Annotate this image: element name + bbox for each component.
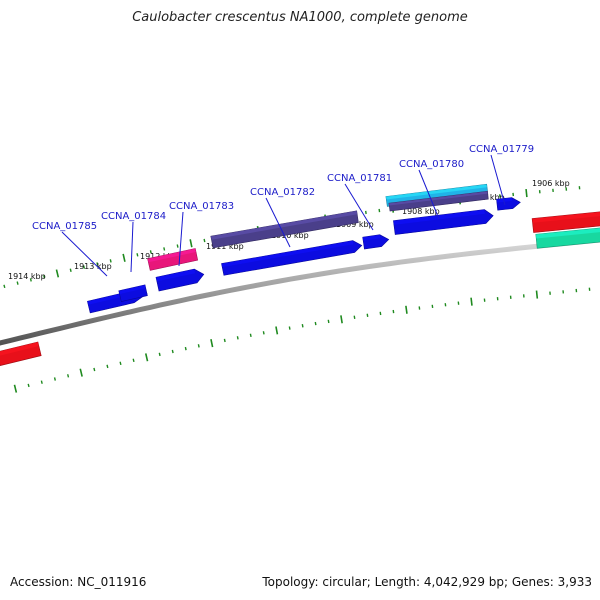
minor-tick	[184, 346, 187, 351]
major-tick	[525, 189, 528, 198]
gene-feature-blue-1784[interactable]	[118, 284, 148, 302]
gene-feature-red-right[interactable]	[531, 211, 600, 233]
label-leader-line	[490, 154, 506, 206]
major-tick	[535, 290, 539, 299]
major-tick	[144, 353, 149, 362]
minor-tick	[203, 238, 206, 243]
minor-tick	[53, 377, 56, 381]
minor-tick	[43, 274, 46, 279]
label-leader-line	[178, 211, 184, 267]
label-leader-line	[61, 231, 108, 277]
gene-features	[0, 183, 600, 366]
label-leader-line	[418, 169, 440, 220]
label-leader-line	[130, 221, 134, 273]
minor-tick	[132, 358, 135, 363]
tick-label: 1914 kbp	[8, 272, 46, 281]
topology-text: Topology: circular; Length: 4,042,929 bp…	[262, 575, 592, 589]
label-leaders	[61, 154, 506, 277]
gene-label[interactable]: CCNA_01779	[469, 144, 534, 155]
minor-tick	[327, 319, 330, 324]
major-tick	[210, 339, 214, 348]
map-title: Caulobacter crescentus NA1000, complete …	[132, 10, 468, 25]
gene-label[interactable]: CCNA_01785	[32, 221, 97, 232]
major-tick	[405, 305, 408, 314]
major-tick	[55, 269, 60, 278]
genome-backbone	[0, 237, 600, 346]
major-tick	[189, 239, 193, 248]
minor-tick	[158, 352, 161, 357]
tick-label: 1906 kbp	[532, 179, 570, 188]
minor-tick	[136, 253, 139, 257]
minor-tick	[29, 278, 32, 282]
accession-text: Accession: NC_011916	[10, 575, 147, 589]
minor-tick	[119, 361, 122, 366]
gene-feature-blue-1779[interactable]	[496, 197, 521, 211]
minor-tick	[96, 262, 99, 266]
major-tick	[13, 384, 18, 393]
minor-tick	[314, 321, 317, 326]
label-leader-line	[265, 197, 291, 248]
gene-feature-blue-1781[interactable]	[362, 234, 390, 250]
minor-tick	[171, 349, 174, 354]
minor-tick	[236, 336, 239, 340]
minor-tick	[69, 268, 72, 272]
minor-tick	[149, 250, 152, 254]
minor-tick	[197, 344, 200, 348]
minor-tick	[288, 326, 291, 330]
minor-tick	[93, 367, 96, 372]
minor-tick	[40, 380, 43, 384]
gene-feature-blue-1783[interactable]	[155, 268, 205, 292]
minor-tick	[223, 338, 226, 343]
minor-tick	[109, 259, 112, 263]
minor-tick	[16, 281, 19, 285]
minor-tick	[106, 364, 109, 369]
major-tick	[79, 368, 83, 377]
gene-feature-pink-1783[interactable]	[147, 248, 199, 271]
gene-feature-blue-1782[interactable]	[221, 240, 363, 276]
gene-label[interactable]: CCNA_01784	[101, 211, 166, 222]
major-tick	[340, 315, 343, 324]
major-tick	[275, 326, 279, 335]
label-leader-line	[344, 183, 374, 231]
minor-tick	[3, 284, 6, 289]
minor-tick	[301, 324, 304, 328]
gene-label[interactable]: CCNA_01782	[250, 187, 315, 198]
gene-feature-purple-1780[interactable]	[388, 190, 489, 212]
gene-label[interactable]: CCNA_01781	[327, 173, 392, 184]
minor-tick	[262, 331, 265, 335]
gene-feature-purple-1782[interactable]	[210, 210, 359, 249]
minor-tick	[176, 244, 179, 248]
minor-tick	[82, 265, 86, 269]
gene-label[interactable]: CCNA_01783	[169, 201, 234, 212]
major-tick	[122, 253, 126, 262]
minor-tick	[249, 333, 252, 338]
gene-feature-blue-1780[interactable]	[393, 209, 494, 235]
gene-feature-teal-right[interactable]	[535, 227, 600, 249]
major-tick	[470, 297, 473, 306]
tick-label: 1910 kbp	[271, 231, 309, 240]
minor-tick	[67, 374, 70, 378]
tick-label: 1909 kbp	[336, 220, 374, 229]
tick-label: 1911 kbp	[206, 242, 244, 251]
minor-tick	[27, 383, 30, 388]
tick-label: 1913 kbp	[74, 262, 112, 271]
gene-label[interactable]: CCNA_01780	[399, 159, 464, 170]
minor-tick	[163, 247, 166, 251]
tick-label: 1908 kbp	[402, 207, 440, 216]
backbone-line	[0, 237, 600, 346]
gene-feature-red-left[interactable]	[0, 341, 42, 366]
